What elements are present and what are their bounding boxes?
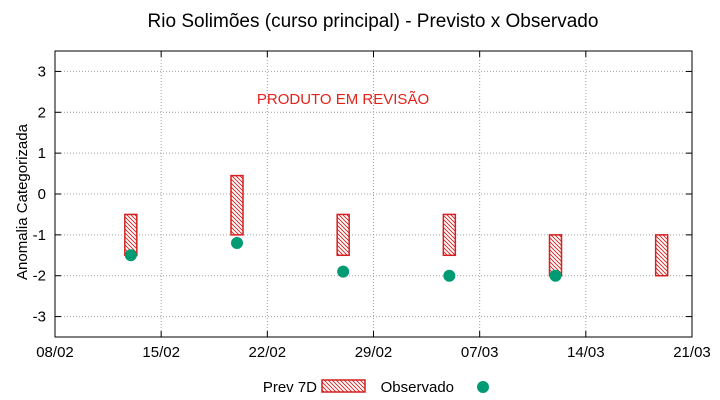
legend-swatch-prev-7d — [321, 379, 366, 393]
x-tick-label: 08/02 — [36, 344, 74, 361]
x-tick-label: 14/03 — [567, 344, 605, 361]
x-tick-label: 15/02 — [142, 344, 180, 361]
prev-7d-range — [124, 213, 138, 257]
chart-title: Rio Solimões (curso principal) - Previst… — [148, 11, 599, 32]
legend-swatch-observado — [477, 381, 489, 393]
y-tick-label: 1 — [38, 145, 46, 162]
prev-7d-range — [230, 174, 244, 236]
y-tick-label: -3 — [33, 309, 46, 326]
legend-label-observado: Observado — [381, 379, 454, 396]
legend-label-prev-7d: Prev 7D — [263, 379, 317, 396]
y-axis: 3 2 1 0 -1 -2 -3 — [33, 63, 692, 326]
x-tick-label: 29/02 — [355, 344, 393, 361]
x-tick-label: 22/02 — [249, 344, 287, 361]
x-axis: 08/02 15/02 22/02 29/02 07/03 14/03 21/03 — [36, 51, 711, 361]
y-tick-label: 0 — [38, 186, 46, 203]
y-tick-label: 3 — [38, 63, 46, 80]
prev-7d-range — [336, 213, 350, 257]
y-tick-label: -1 — [33, 227, 46, 244]
y-tick-label: 2 — [38, 104, 46, 121]
observado-point — [337, 265, 350, 278]
prev-7d-series — [124, 174, 669, 277]
prev-7d-range — [654, 234, 669, 277]
observado-point — [549, 269, 562, 282]
x-tick-label: 21/03 — [673, 344, 711, 361]
y-tick-label: -2 — [33, 268, 46, 285]
observado-point — [124, 249, 137, 262]
x-tick-label: 07/03 — [461, 344, 499, 361]
observado-series — [124, 237, 562, 282]
prev-7d-range — [442, 213, 457, 257]
legend: Prev 7D Observado — [263, 379, 489, 396]
y-axis-label: Anomalia Categorizada — [14, 123, 31, 280]
observado-point — [231, 237, 243, 250]
grid — [54, 51, 693, 337]
prev-7d-range — [548, 234, 563, 277]
revision-annotation: PRODUTO EM REVISÃO — [257, 91, 429, 108]
observado-point — [443, 269, 456, 282]
